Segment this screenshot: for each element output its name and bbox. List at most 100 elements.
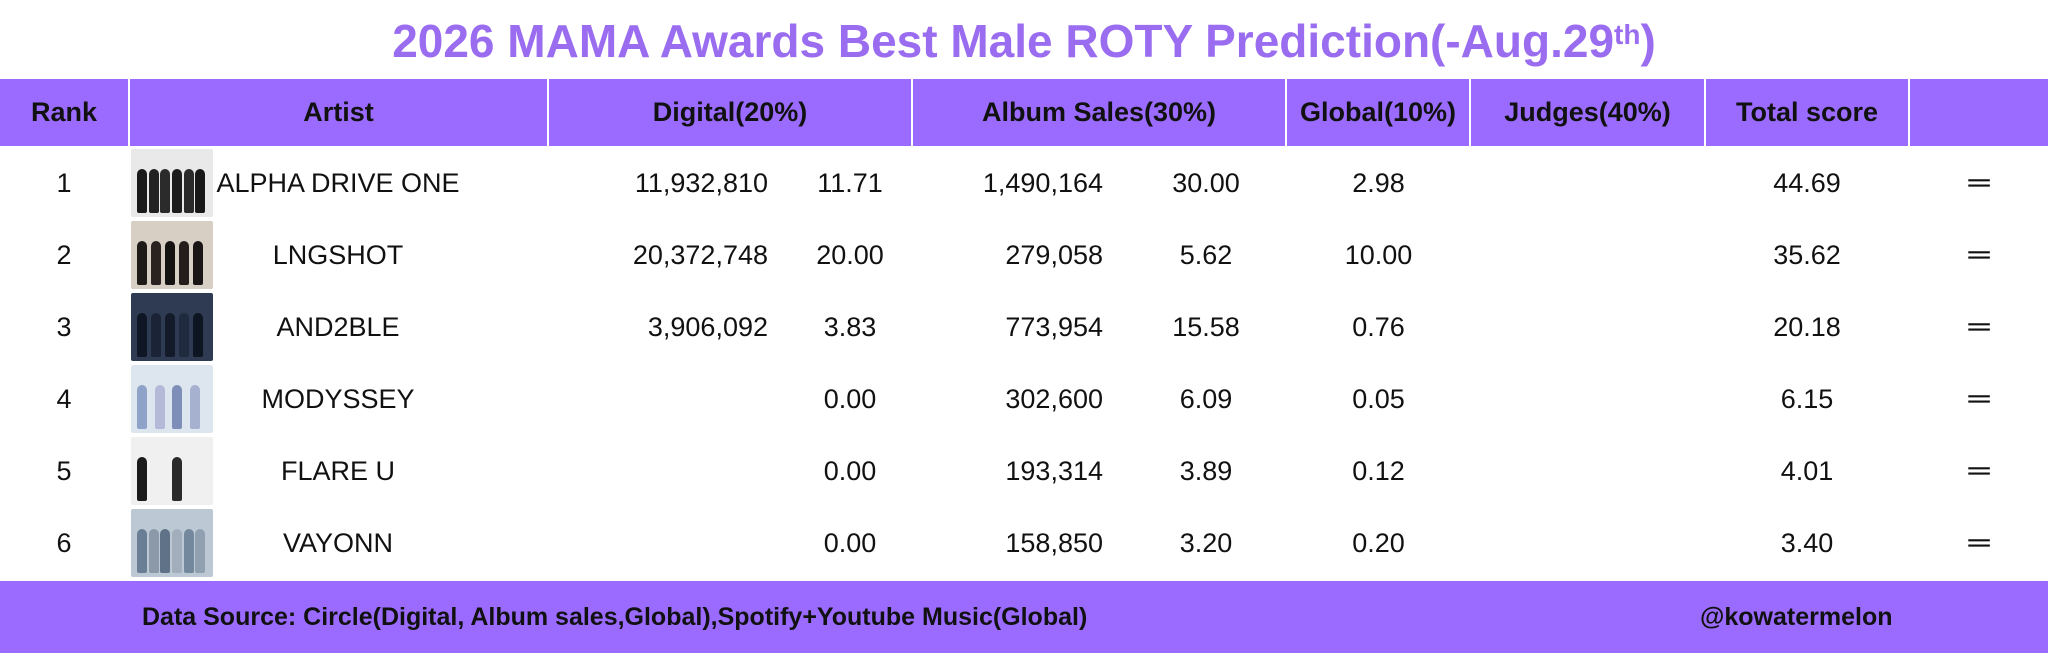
artist-photo <box>131 437 213 505</box>
artist-name: FLARE U <box>280 456 396 486</box>
rank-change-icon: ═ <box>1968 238 1990 271</box>
photo-figure <box>165 313 175 357</box>
author-handle: @kowatermelon <box>1700 603 1893 631</box>
judges-score <box>1471 507 1704 579</box>
photo-figure <box>160 529 171 573</box>
digital-value: 11,932,810 <box>634 168 768 198</box>
global-score: 10.00 <box>1344 240 1413 270</box>
photo-figure <box>154 385 165 429</box>
artist-photo <box>131 149 213 217</box>
photo-figure <box>148 169 159 213</box>
artist-name: VAYONN <box>282 528 394 558</box>
data-source-note: Data Source: Circle(Digital, Album sales… <box>142 603 1088 631</box>
footer-bar: Data Source: Circle(Digital, Album sales… <box>0 581 2048 653</box>
judges-score <box>1471 363 1704 435</box>
photo-figure <box>151 313 161 357</box>
global-score: 2.98 <box>1352 168 1405 198</box>
photo-figure <box>172 457 182 501</box>
table-header: Rank Artist Digital(20%) Album Sales(30%… <box>0 79 2048 146</box>
photo-figure <box>137 241 147 285</box>
table-row: 4 MODYSSEY 0.00 302,600 6.09 0.05 6.15 ═ <box>0 363 2048 435</box>
digital-value <box>560 435 768 507</box>
rank-change-icon: ═ <box>1968 526 1990 559</box>
album-sales-score: 3.20 <box>1179 528 1233 558</box>
photo-figure <box>137 313 147 357</box>
photo-figure <box>137 529 147 573</box>
global-score: 0.20 <box>1352 528 1405 558</box>
rank-change-icon: ═ <box>1968 454 1990 487</box>
artist-photo <box>131 293 213 361</box>
album-sales-score: 15.58 <box>1172 312 1240 342</box>
digital-score: 0.00 <box>823 456 877 486</box>
photo-figure <box>195 529 206 573</box>
photo-figure <box>160 169 171 213</box>
photo-figure <box>193 241 203 285</box>
photo-figure <box>172 529 182 573</box>
total-score: 20.18 <box>1773 312 1841 342</box>
rank-change-icon: ═ <box>1968 166 1990 199</box>
table-row: 6 VAYONN 0.00 158,850 3.20 0.20 3.40 ═ <box>0 507 2048 579</box>
artist-name: MODYSSEY <box>261 384 415 414</box>
header-change <box>1910 79 2048 146</box>
table-row: 2 LNGSHOT 20,372,748 20.00 279,058 5.62 10.00 3… <box>0 219 2048 291</box>
digital-score: 11.71 <box>817 168 883 198</box>
photo-figure <box>165 241 175 285</box>
judges-score <box>1471 219 1704 291</box>
global-score: 0.12 <box>1352 456 1405 486</box>
photo-figure <box>172 169 182 213</box>
photo-figure <box>189 385 200 429</box>
digital-score: 0.00 <box>823 528 877 558</box>
photo-figure <box>195 169 206 213</box>
header-judges: Judges(40%) <box>1471 79 1706 146</box>
album-sales-score: 5.62 <box>1179 240 1233 270</box>
digital-value: 20,372,748 <box>632 240 768 270</box>
artist-name: ALPHA DRIVE ONE <box>216 168 460 198</box>
judges-score <box>1471 291 1704 363</box>
artist-photo <box>131 365 213 433</box>
digital-value <box>560 507 768 579</box>
photo-figure <box>137 169 147 213</box>
header-global: Global(10%) <box>1287 79 1471 146</box>
global-score: 0.05 <box>1352 384 1405 414</box>
chart-title: 2026 MAMA Awards Best Male ROTY Predicti… <box>392 15 1656 67</box>
digital-score: 20.00 <box>816 240 884 270</box>
total-score: 4.01 <box>1780 456 1834 486</box>
album-sales-value: 302,600 <box>1005 384 1103 414</box>
total-score: 3.40 <box>1780 528 1834 558</box>
photo-figure <box>183 529 194 573</box>
total-score: 6.15 <box>1780 384 1834 414</box>
table-row: 5 FLARE U 0.00 193,314 3.89 0.12 4.01 ═ <box>0 435 2048 507</box>
artist-name: LNGSHOT <box>272 240 404 270</box>
digital-score: 3.83 <box>823 312 877 342</box>
rank-cell: 6 <box>56 528 72 558</box>
table-row: 3 AND2BLE 3,906,092 3.83 773,954 15.58 0.76 20.… <box>0 291 2048 363</box>
artist-photo <box>131 221 213 289</box>
table-body: 1 ALPHA DRIVE ONE 11,932,810 11.71 1,490,164… <box>0 147 2048 579</box>
photo-figure <box>183 169 194 213</box>
judges-score <box>1471 147 1704 219</box>
rank-change-icon: ═ <box>1968 310 1990 343</box>
judges-score <box>1471 435 1704 507</box>
table-row: 1 ALPHA DRIVE ONE 11,932,810 11.71 1,490,164… <box>0 147 2048 219</box>
photo-figure <box>137 457 147 501</box>
header-artist: Artist <box>130 79 549 146</box>
album-sales-value: 158,850 <box>1005 528 1103 558</box>
global-score: 0.76 <box>1352 312 1405 342</box>
album-sales-value: 1,490,164 <box>982 168 1103 198</box>
photo-figure <box>193 313 203 357</box>
album-sales-score: 3.89 <box>1179 456 1233 486</box>
artist-photo <box>131 509 213 577</box>
photo-figure <box>172 385 182 429</box>
album-sales-value: 773,954 <box>1005 312 1103 342</box>
header-digital: Digital(20%) <box>549 79 913 146</box>
photo-figure <box>179 241 189 285</box>
header-total-score: Total score <box>1706 79 1910 146</box>
rank-change-icon: ═ <box>1968 382 1990 415</box>
photo-figure <box>148 529 159 573</box>
album-sales-score: 30.00 <box>1172 168 1240 198</box>
photo-figure <box>151 241 161 285</box>
rank-cell: 2 <box>56 240 72 270</box>
rank-cell: 1 <box>56 168 72 198</box>
rank-cell: 4 <box>56 384 72 414</box>
album-sales-value: 279,058 <box>1005 240 1103 270</box>
